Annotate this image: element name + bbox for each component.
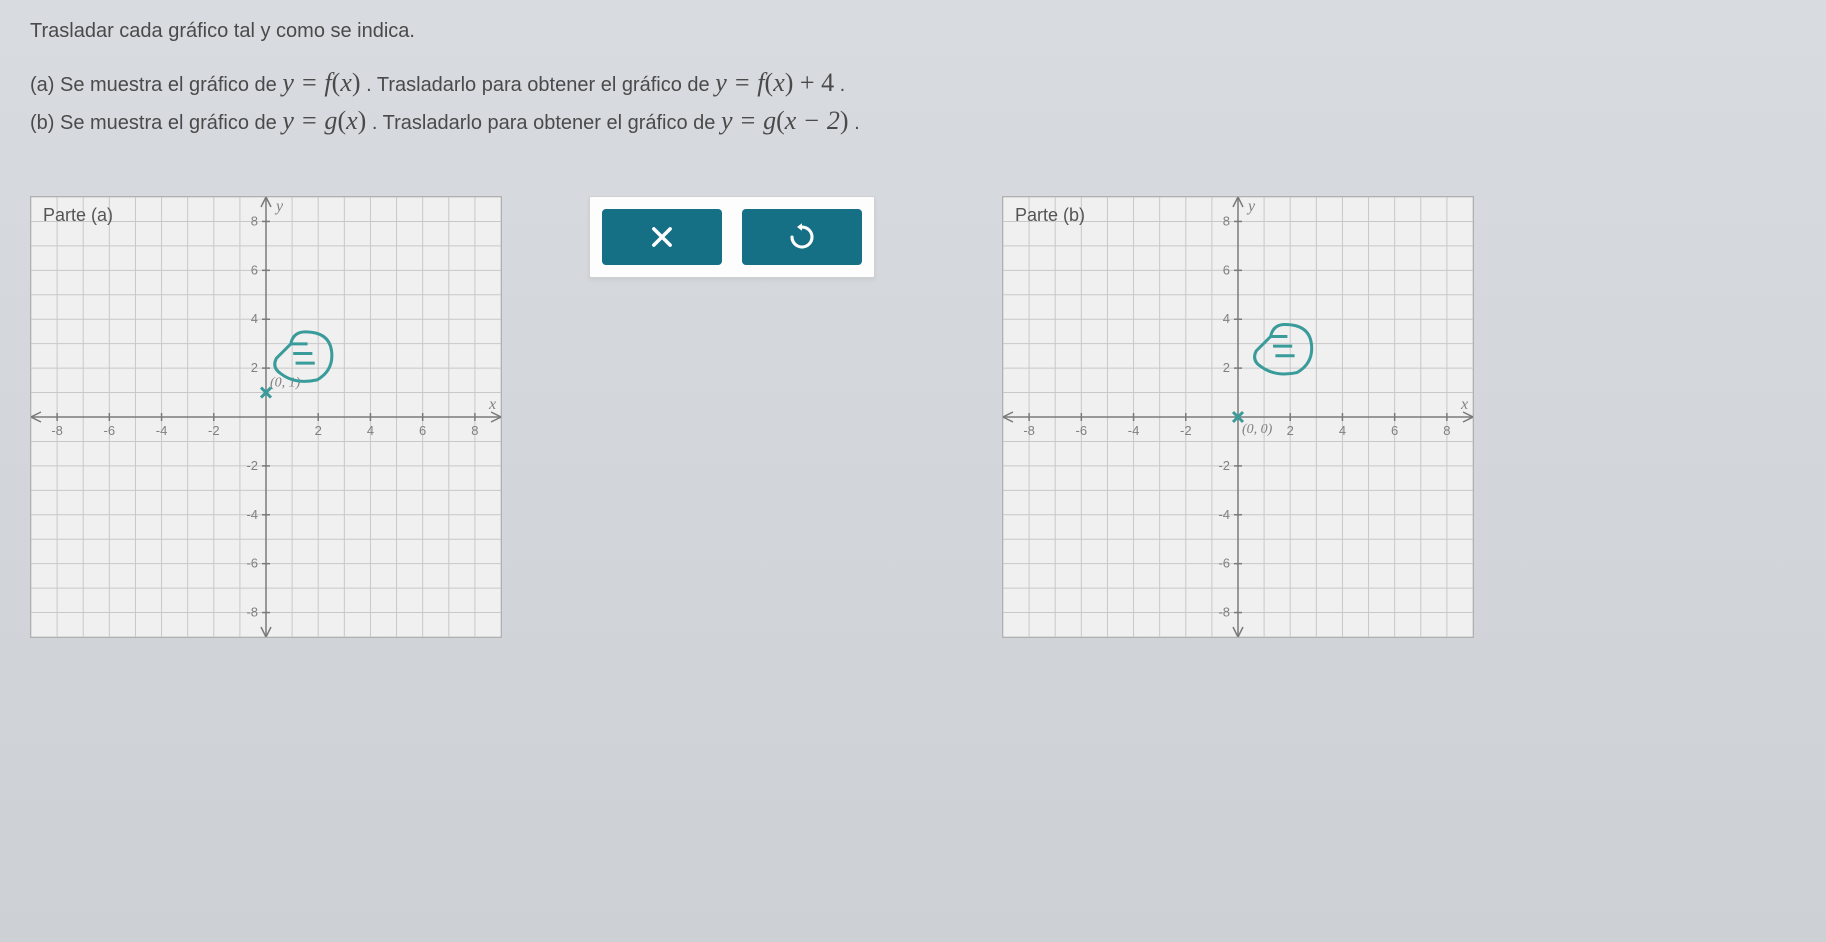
text: (b) Se muestra el gráfico de (30, 112, 282, 134)
main-instruction: Trasladar cada gráfico tal y como se ind… (30, 20, 1796, 43)
chart-b-label: Parte (b) (1015, 205, 1085, 226)
text: . Trasladarlo para obtener el gráfico de (372, 112, 721, 134)
svg-text:-4: -4 (1128, 423, 1140, 438)
chart-b-svg[interactable]: -8-6-4-22468-8-6-4-22468xy(0, 0) (1003, 197, 1473, 637)
math: x (340, 68, 352, 97)
math: ) (840, 106, 849, 135)
math: + 4 (793, 68, 834, 97)
svg-text:-4: -4 (156, 423, 168, 438)
button-panel (589, 196, 875, 278)
svg-text:x: x (488, 396, 496, 413)
chart-a-svg[interactable]: -8-6-4-22468-8-6-4-22468xy(0, 1) (31, 197, 501, 637)
svg-text:4: 4 (367, 423, 374, 438)
svg-text:-2: -2 (208, 423, 220, 438)
chart-a-box[interactable]: Parte (a) -8-6-4-22468-8-6-4-22468xy(0, … (30, 196, 502, 638)
chart-a-label: Parte (a) (43, 205, 113, 226)
svg-text:8: 8 (1223, 213, 1230, 228)
text: . Trasladarlo para obtener el gráfico de (366, 74, 715, 96)
svg-text:8: 8 (1443, 423, 1450, 438)
svg-text:6: 6 (419, 423, 426, 438)
math: y = g (721, 106, 776, 135)
svg-text:(0, 0): (0, 0) (1242, 422, 1273, 437)
text: (a) Se muestra el gráfico de (30, 74, 282, 96)
svg-text:2: 2 (1287, 423, 1294, 438)
undo-icon (787, 222, 817, 252)
svg-text:-8: -8 (1218, 605, 1230, 620)
svg-text:2: 2 (251, 360, 258, 375)
math: ( (765, 68, 774, 97)
math: y = f (282, 68, 331, 97)
math: ( (776, 106, 785, 135)
part-a-instruction: (a) Se muestra el gráfico de y = f(x) . … (30, 68, 1796, 98)
math: x − 2 (785, 106, 840, 135)
svg-text:-8: -8 (51, 423, 63, 438)
chart-b-box[interactable]: Parte (b) -8-6-4-22468-8-6-4-22468xy(0, … (1002, 196, 1474, 638)
undo-button[interactable] (742, 209, 862, 265)
svg-text:-4: -4 (246, 507, 258, 522)
svg-text:-4: -4 (1218, 507, 1230, 522)
panels-row: Parte (a) -8-6-4-22468-8-6-4-22468xy(0, … (30, 196, 1796, 638)
math: ( (337, 106, 346, 135)
svg-text:-6: -6 (1218, 556, 1230, 571)
svg-text:-8: -8 (246, 605, 258, 620)
svg-text:-2: -2 (246, 458, 258, 473)
svg-text:6: 6 (1391, 423, 1398, 438)
svg-text:y: y (1246, 198, 1256, 215)
x-icon (648, 223, 676, 251)
math: y = f (715, 68, 764, 97)
svg-text:x: x (1460, 396, 1468, 413)
svg-text:-8: -8 (1023, 423, 1035, 438)
math: ) (358, 106, 367, 135)
svg-text:-6: -6 (1076, 423, 1088, 438)
text: . (854, 112, 860, 134)
svg-text:8: 8 (471, 423, 478, 438)
svg-text:8: 8 (251, 213, 258, 228)
svg-text:-6: -6 (104, 423, 116, 438)
svg-text:y: y (274, 198, 284, 215)
svg-text:4: 4 (1339, 423, 1346, 438)
text: . (840, 74, 846, 96)
svg-text:4: 4 (251, 311, 258, 326)
math: x (346, 106, 358, 135)
svg-text:-6: -6 (246, 556, 258, 571)
instructions-block: Trasladar cada gráfico tal y como se ind… (30, 20, 1796, 136)
close-button[interactable] (602, 209, 722, 265)
svg-text:-2: -2 (1218, 458, 1230, 473)
math: ) (352, 68, 361, 97)
math: x (773, 68, 785, 97)
math: y = g (282, 106, 337, 135)
button-column (562, 196, 902, 278)
svg-text:2: 2 (315, 423, 322, 438)
svg-text:6: 6 (251, 262, 258, 277)
part-b-instruction: (b) Se muestra el gráfico de y = g(x) . … (30, 106, 1796, 136)
svg-text:6: 6 (1223, 262, 1230, 277)
svg-text:2: 2 (1223, 360, 1230, 375)
svg-text:-2: -2 (1180, 423, 1192, 438)
svg-text:4: 4 (1223, 311, 1230, 326)
